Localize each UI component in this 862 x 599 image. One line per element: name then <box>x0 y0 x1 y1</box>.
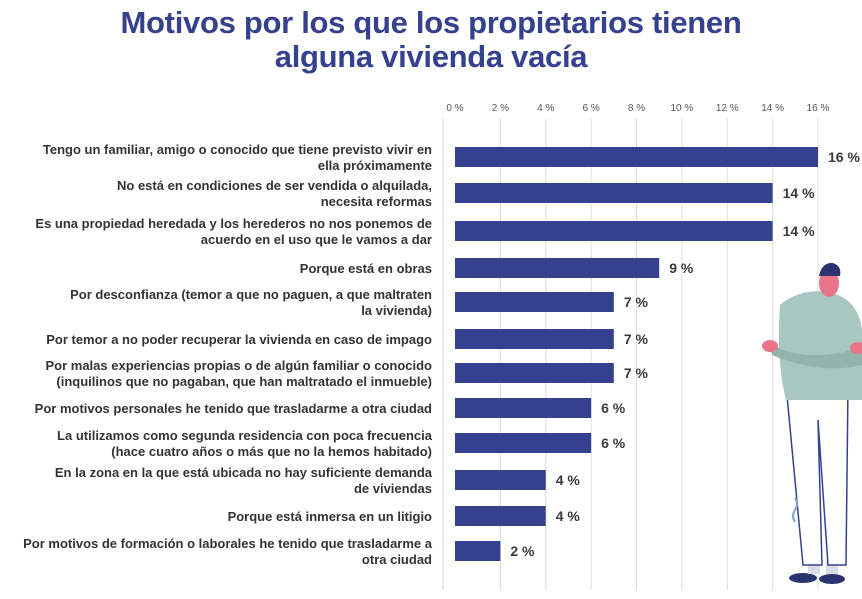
data-label: 4 % <box>556 472 581 488</box>
trousers <box>785 384 849 566</box>
data-label: 4 % <box>556 508 581 524</box>
shoe-right <box>819 574 845 584</box>
bar <box>455 541 501 561</box>
data-label: 7 % <box>624 294 649 310</box>
bar <box>455 147 818 167</box>
category-label: Por temor a no poder recuperar la vivien… <box>46 332 432 347</box>
bar <box>455 506 546 526</box>
category-label: de viviendas <box>354 481 432 496</box>
category-label: ella próximamente <box>318 158 432 173</box>
bar <box>455 183 773 203</box>
category-label: Por desconfianza (temor a que no paguen,… <box>70 287 432 302</box>
data-label: 6 % <box>601 400 626 416</box>
x-tick-label: 8 % <box>628 103 645 114</box>
chart-title: Motivos por los que los propietarios tie… <box>0 6 862 74</box>
category-label: (inquilinos que no pagaban, que han malt… <box>56 374 432 389</box>
data-label: 2 % <box>510 543 535 559</box>
x-tick-label: 0 % <box>446 103 463 114</box>
bar <box>455 221 773 241</box>
bar <box>455 433 592 453</box>
x-tick-label: 6 % <box>583 103 600 114</box>
data-label: 16 % <box>828 149 860 165</box>
data-label: 6 % <box>601 435 626 451</box>
person-illustration <box>762 262 862 584</box>
category-label: Es una propiedad heredada y los heredero… <box>35 216 432 231</box>
bar <box>455 398 592 418</box>
x-tick-label: 14 % <box>761 103 784 114</box>
category-label: Porque está inmersa en un litigio <box>228 509 432 524</box>
category-label: Tengo un familiar, amigo o conocido que … <box>43 142 432 157</box>
title-line-1: Motivos por los que los propietarios tie… <box>120 5 742 40</box>
title-line-2: alguna vivienda vacía <box>274 39 588 74</box>
category-label: acuerdo en el uso que le vamos a dar <box>201 232 432 247</box>
x-tick-label: 4 % <box>537 103 554 114</box>
category-label: La utilizamos como segunda residencia co… <box>57 428 433 443</box>
category-label: la vivienda) <box>361 303 432 318</box>
x-tick-label: 12 % <box>716 103 739 114</box>
category-label: otra ciudad <box>362 552 432 567</box>
category-label: (hace cuatro años o más que no la hemos … <box>111 444 432 459</box>
data-label: 9 % <box>669 260 694 276</box>
shirt <box>778 291 862 400</box>
shoe-left <box>789 573 817 583</box>
category-label: Porque está en obras <box>300 261 432 276</box>
data-label: 7 % <box>624 331 649 347</box>
bar <box>455 363 614 383</box>
hair <box>819 262 841 276</box>
bar <box>455 258 660 278</box>
data-label: 14 % <box>783 223 815 239</box>
x-tick-label: 16 % <box>807 103 830 114</box>
category-label: necesita reformas <box>321 194 432 209</box>
bar <box>455 470 546 490</box>
bar <box>455 292 614 312</box>
data-label: 14 % <box>783 185 815 201</box>
category-label: Por motivos de formación o laborales he … <box>23 536 433 551</box>
category-label: Por malas experiencias propias o de algú… <box>45 358 432 373</box>
category-label: No está en condiciones de ser vendida o … <box>117 178 432 193</box>
category-label: Por motivos personales he tenido que tra… <box>35 401 432 416</box>
data-label: 7 % <box>624 365 649 381</box>
category-label: En la zona en la que está ubicada no hay… <box>55 465 433 480</box>
x-tick-label: 2 % <box>492 103 509 114</box>
bar <box>455 329 614 349</box>
x-tick-label: 10 % <box>670 103 693 114</box>
